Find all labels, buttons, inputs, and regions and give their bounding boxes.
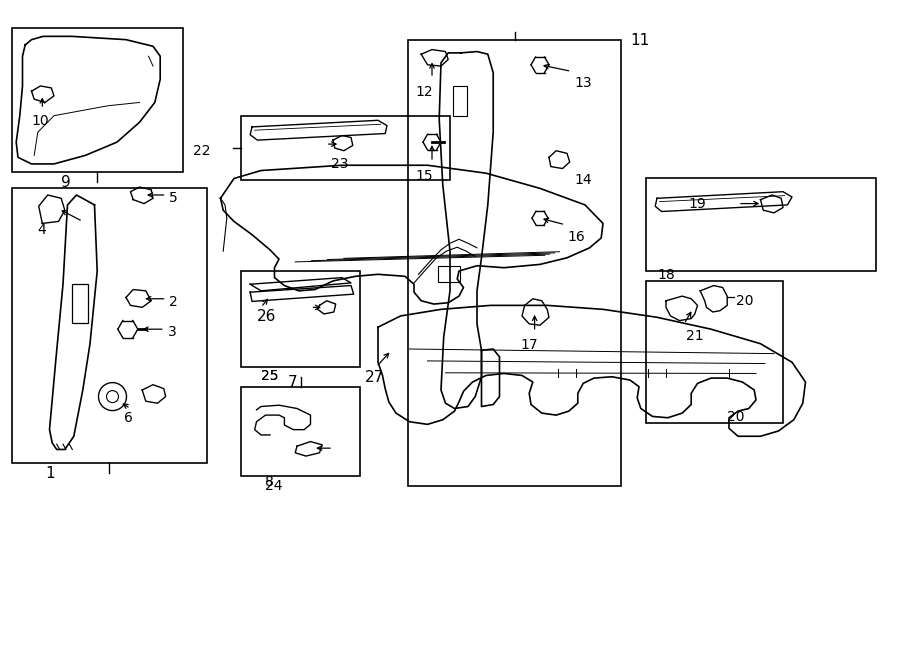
Text: 12: 12 [416,85,434,98]
Text: 20: 20 [736,293,753,308]
Text: 10: 10 [32,114,50,128]
Bar [453,86,467,116]
Text: 5: 5 [169,191,178,206]
Bar [72,284,88,323]
Bar [241,116,450,180]
Text: 17: 17 [520,338,538,352]
Text: 3: 3 [168,325,177,340]
Bar [241,387,360,476]
Bar [646,281,783,423]
Bar [438,266,460,282]
Text: 15: 15 [416,169,434,182]
Text: 4: 4 [38,223,47,237]
Text: 26: 26 [256,309,276,325]
Bar [646,178,876,271]
Bar [12,28,183,172]
Text: 18: 18 [657,268,675,282]
Text: 16: 16 [567,230,585,244]
Text: 21: 21 [686,329,704,342]
Text: 2: 2 [169,295,178,309]
Text: 13: 13 [574,76,592,90]
Text: 11: 11 [630,33,649,48]
Text: 24: 24 [265,479,282,492]
Text: 23: 23 [331,157,348,171]
Text: 19: 19 [688,197,706,211]
Text: 14: 14 [574,173,592,187]
Bar [408,40,621,486]
Text: 6: 6 [124,411,133,425]
Text: 9: 9 [61,175,71,190]
Text: 25: 25 [261,369,278,383]
Text: 25: 25 [261,369,278,383]
Text: 1: 1 [45,466,55,481]
Text: 27: 27 [364,370,383,385]
Bar [12,188,207,463]
Text: 22: 22 [194,144,211,158]
Text: 20: 20 [727,410,744,424]
Text: 8: 8 [266,475,274,488]
Text: 7: 7 [288,375,298,391]
Bar [241,271,360,367]
